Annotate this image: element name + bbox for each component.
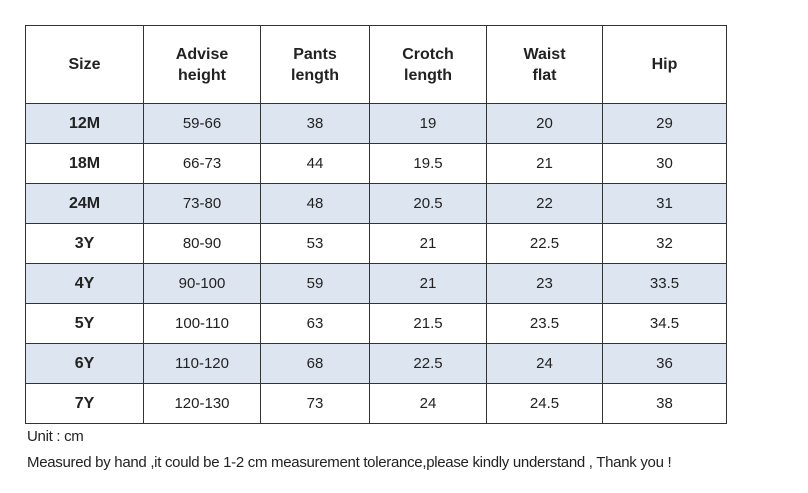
value-cell: 120-130 [143,383,261,424]
value-cell: 90-100 [143,263,261,304]
value-cell: 63 [260,303,370,344]
value-cell: 44 [260,143,370,184]
header-cell: Size [25,25,144,104]
table-row: 6Y 110-120 68 22.5 24 36 [25,343,727,384]
table-row: 12M 59-66 38 19 20 29 [25,103,727,144]
value-cell: 73 [260,383,370,424]
value-cell: 38 [260,103,370,144]
header-cell: Crotch length [369,25,487,104]
table-row: 7Y 120-130 73 24 24.5 38 [25,383,727,424]
value-cell: 21 [369,223,487,264]
value-cell: 59 [260,263,370,304]
value-cell: 100-110 [143,303,261,344]
header-row: Size Advise height Pants length Crotch leng… [25,25,727,104]
value-cell: 73-80 [143,183,261,224]
value-cell: 32 [602,223,727,264]
value-cell: 21.5 [369,303,487,344]
value-cell: 34.5 [602,303,727,344]
size-cell: 6Y [25,343,144,384]
value-cell: 36 [602,343,727,384]
value-cell: 19.5 [369,143,487,184]
value-cell: 38 [602,383,727,424]
measurement-note: Measured by hand ,it could be 1-2 cm mea… [27,454,672,471]
size-cell: 4Y [25,263,144,304]
value-cell: 48 [260,183,370,224]
size-cell: 24M [25,183,144,224]
value-cell: 33.5 [602,263,727,304]
value-cell: 30 [602,143,727,184]
size-cell: 3Y [25,223,144,264]
value-cell: 68 [260,343,370,384]
value-cell: 23 [486,263,603,304]
value-cell: 59-66 [143,103,261,144]
header-cell: Pants length [260,25,370,104]
value-cell: 110-120 [143,343,261,384]
value-cell: 23.5 [486,303,603,344]
value-cell: 20 [486,103,603,144]
value-cell: 20.5 [369,183,487,224]
header-cell: Advise height [143,25,261,104]
value-cell: 66-73 [143,143,261,184]
value-cell: 21 [369,263,487,304]
size-chart-table: Size Advise height Pants length Crotch leng… [25,25,727,424]
table-row: 24M 73-80 48 20.5 22 31 [25,183,727,224]
value-cell: 24 [486,343,603,384]
value-cell: 24.5 [486,383,603,424]
value-cell: 24 [369,383,487,424]
value-cell: 22.5 [369,343,487,384]
table-row: 3Y 80-90 53 21 22.5 32 [25,223,727,264]
table-row: 4Y 90-100 59 21 23 33.5 [25,263,727,304]
unit-note: Unit : cm [27,428,84,445]
size-cell: 18M [25,143,144,184]
value-cell: 80-90 [143,223,261,264]
table-body: 12M 59-66 38 19 20 29 18M 66-73 44 19.5 21 30 24M 73-… [25,103,727,424]
value-cell: 22 [486,183,603,224]
value-cell: 21 [486,143,603,184]
header-cell: Waist flat [486,25,603,104]
value-cell: 31 [602,183,727,224]
size-cell: 7Y [25,383,144,424]
size-cell: 5Y [25,303,144,344]
table-row: 18M 66-73 44 19.5 21 30 [25,143,727,184]
value-cell: 53 [260,223,370,264]
header-cell: Hip [602,25,727,104]
size-cell: 12M [25,103,144,144]
value-cell: 19 [369,103,487,144]
value-cell: 22.5 [486,223,603,264]
table-row: 5Y 100-110 63 21.5 23.5 34.5 [25,303,727,344]
value-cell: 29 [602,103,727,144]
